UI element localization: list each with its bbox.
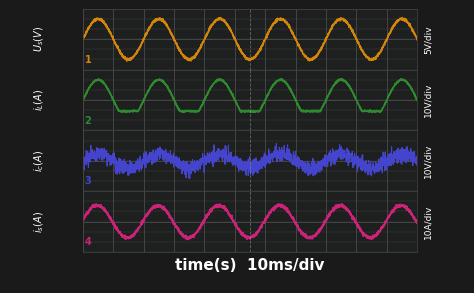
X-axis label: time(s)  10ms/div: time(s) 10ms/div: [175, 258, 325, 272]
Text: 10V/div: 10V/div: [424, 83, 433, 117]
Text: 2: 2: [85, 115, 91, 125]
Text: $i_c(A)$: $i_c(A)$: [33, 150, 46, 172]
Text: 10V/div: 10V/div: [424, 144, 433, 178]
Text: 10A/div: 10A/div: [424, 205, 433, 239]
Text: $U_s(V)$: $U_s(V)$: [33, 26, 46, 52]
Text: 3: 3: [85, 176, 91, 186]
Text: $i_s(A)$: $i_s(A)$: [33, 211, 46, 233]
Text: 4: 4: [85, 237, 91, 247]
Text: $i_L(A)$: $i_L(A)$: [33, 89, 46, 111]
Text: 1: 1: [85, 55, 91, 65]
Text: 5V/div: 5V/div: [424, 25, 433, 54]
